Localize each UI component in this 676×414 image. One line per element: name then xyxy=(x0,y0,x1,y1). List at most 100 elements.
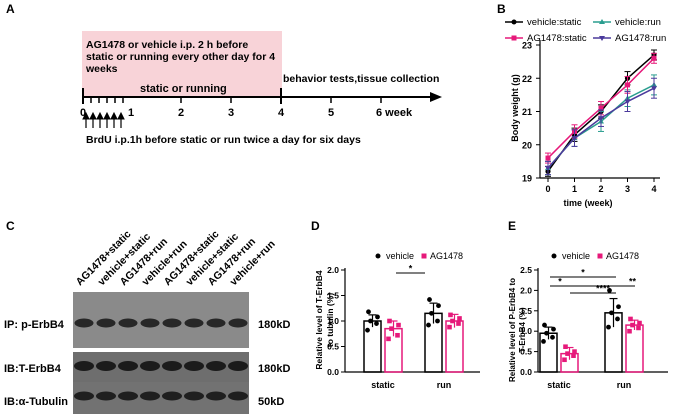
data-point-ag1478-static xyxy=(651,55,657,61)
band-p-erbb4 xyxy=(96,318,116,328)
point-vehicle xyxy=(542,322,547,328)
timeline-tick-3: 3 xyxy=(228,107,234,119)
panel-e-legend: vehicle AG1478 xyxy=(551,251,639,261)
treatment-line-2: static or running every other day for 4 xyxy=(86,51,275,63)
brdu-text: BrdU i.p.1h before static or run twice a… xyxy=(86,134,361,146)
ytick-label: 2.0 xyxy=(327,265,339,275)
panel-b-xticks: 0 1 2 3 4 xyxy=(545,178,657,194)
band-tubulin xyxy=(184,391,204,401)
treatment-line-1: AG1478 or vehicle i.p. 2 h before xyxy=(86,39,248,51)
ytick-label: 1.5 xyxy=(520,306,532,316)
lane-labels: AG1478+staticvehicle+staticAG1478+runveh… xyxy=(74,228,278,288)
point-vehicle xyxy=(375,314,380,320)
point-ag1478 xyxy=(386,336,391,342)
brdu-arrows xyxy=(82,111,125,128)
band-tubulin xyxy=(96,391,116,401)
legend-e-vehicle: vehicle xyxy=(562,251,590,261)
data-point-ag1478-run xyxy=(571,136,578,142)
panel-label-d: D xyxy=(311,219,320,233)
point-vehicle xyxy=(544,330,549,336)
row-size-t-erbb4: 180kD xyxy=(258,363,290,375)
row-label-p-erbb4: IP: p-ErbB4 xyxy=(4,319,65,331)
point-ag1478 xyxy=(387,318,392,324)
panel-d-ylabel-1: Relative level of T-ErbB4 xyxy=(314,270,324,369)
data-point-ag1478-static xyxy=(625,82,630,88)
data-point-ag1478-run xyxy=(651,86,657,92)
point-ag1478 xyxy=(389,326,394,331)
legend-e-ag: AG1478 xyxy=(606,251,639,261)
band-tubulin xyxy=(74,391,94,401)
band-tubulin xyxy=(118,391,138,401)
data-point-ag1478-static xyxy=(598,105,604,111)
legend-vehicle-static: vehicle:static xyxy=(527,17,582,28)
row-size-p-erbb4: 180kD xyxy=(258,319,290,331)
panel-b-ytick-label: 21 xyxy=(522,107,532,117)
point-ag1478 xyxy=(450,318,455,324)
panel-b-yticks: 19 20 21 22 23 xyxy=(522,41,540,184)
data-point-ag1478-static xyxy=(545,155,551,161)
panel-label-a: A xyxy=(6,2,15,16)
legend-d-ag: AG1478 xyxy=(430,251,463,261)
legend-vehicle-run: vehicle:run xyxy=(615,17,661,28)
point-vehicle xyxy=(429,310,434,316)
panel-b-xtick-label: 4 xyxy=(651,184,656,194)
point-vehicle xyxy=(365,327,370,333)
point-ag1478 xyxy=(562,357,567,363)
band-p-erbb4 xyxy=(140,318,160,328)
legend-ag-run: AG1478:run xyxy=(615,33,666,44)
panel-label-c: C xyxy=(6,219,15,233)
legend-ag-static: AG1478:static xyxy=(527,33,587,44)
point-ag1478 xyxy=(565,351,570,356)
xtick-label: static xyxy=(547,380,571,390)
panel-a: A AG1478 or vehicle i.p. 2 h before stat… xyxy=(6,2,442,146)
panel-b-xtick-label: 3 xyxy=(625,184,630,194)
band-tubulin xyxy=(206,391,226,401)
panel-d-chart: 0.0 0.5 1.0 1.5 2.0 static run * xyxy=(327,264,480,390)
point-ag1478 xyxy=(571,353,576,358)
panel-b-xtick-label: 0 xyxy=(545,184,550,194)
band-t-erbb4 xyxy=(140,361,160,371)
panel-e-ylabel-1: Relative level of P-ErbB4 to xyxy=(508,278,517,382)
sig-star: * xyxy=(581,268,585,278)
panel-d: D Relative level of T-ErbB4 to tubulin (… xyxy=(311,219,480,390)
point-vehicle xyxy=(550,334,555,340)
panel-b-legend: vehicle:static vehicle:run AG1478:static… xyxy=(505,17,666,44)
point-vehicle xyxy=(616,304,621,310)
panel-b-ylabel: Body weight (g) xyxy=(510,74,520,142)
point-vehicle xyxy=(374,321,379,326)
band-t-erbb4 xyxy=(206,361,226,371)
sig-star: * xyxy=(409,264,413,274)
treatment-box xyxy=(82,31,282,96)
band-tubulin xyxy=(228,391,248,401)
panel-b-ytick-label: 22 xyxy=(522,74,532,84)
point-ag1478 xyxy=(630,322,635,328)
point-ag1478 xyxy=(627,328,632,334)
panel-b-ytick-label: 19 xyxy=(522,174,532,184)
behavior-text: behavior tests,tissue collection xyxy=(283,73,439,85)
point-ag1478 xyxy=(628,316,633,322)
point-ag1478 xyxy=(637,320,642,326)
band-p-erbb4 xyxy=(74,318,94,328)
sig-star: **** xyxy=(596,284,611,294)
panel-e-ylabel-2: T-ErbB4 (%) xyxy=(518,307,527,353)
ytick-label: 2.0 xyxy=(520,285,532,295)
row-size-tubulin: 50kD xyxy=(258,396,284,408)
band-t-erbb4 xyxy=(228,361,248,371)
panel-b-ytick-label: 23 xyxy=(522,41,532,51)
point-vehicle xyxy=(551,326,556,332)
panel-b-ytick-label: 20 xyxy=(522,140,532,150)
point-vehicle xyxy=(366,309,371,315)
band-tubulin xyxy=(162,391,182,401)
timeline-tick-2: 2 xyxy=(178,107,184,119)
point-ag1478 xyxy=(457,316,462,321)
point-vehicle xyxy=(427,297,432,302)
band-t-erbb4 xyxy=(162,361,182,371)
legend-d-vehicle: vehicle xyxy=(386,251,414,261)
band-t-erbb4 xyxy=(118,361,138,371)
timeline-tick-4: 4 xyxy=(278,107,285,119)
data-point-ag1478-run xyxy=(545,166,551,172)
point-vehicle xyxy=(609,310,614,316)
point-ag1478 xyxy=(636,325,641,331)
